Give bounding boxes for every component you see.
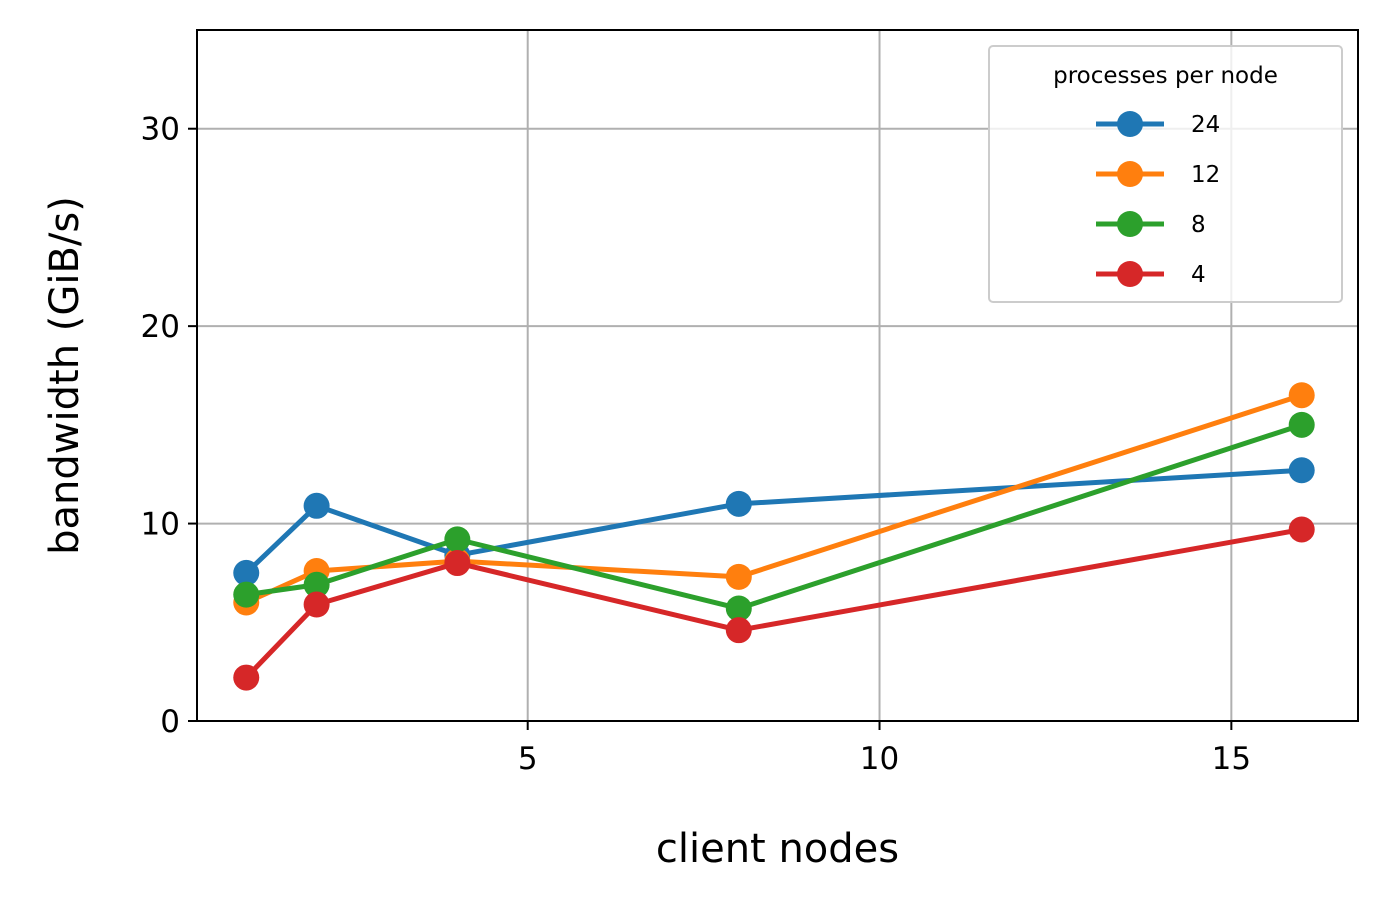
legend-item-12: 12 — [1096, 161, 1220, 188]
legend-marker-24 — [1117, 111, 1143, 137]
series-8 — [233, 411, 1315, 622]
series-layer — [233, 382, 1315, 691]
data-point-4 — [233, 664, 260, 691]
legend-label-24: 24 — [1191, 112, 1220, 138]
legend-label-8: 8 — [1191, 212, 1206, 238]
data-point-24 — [725, 490, 752, 517]
legend-item-24: 24 — [1096, 111, 1220, 138]
data-point-12 — [1288, 382, 1315, 409]
plot-frame — [196, 29, 1359, 722]
series-4 — [233, 516, 1315, 691]
x-tick-label: 10 — [860, 741, 899, 777]
x-axis-title: client nodes — [656, 826, 899, 872]
legend-items: 24 12 8 4 — [1096, 111, 1220, 288]
y-axis-title: bandwidth (GiB/s) — [42, 196, 88, 555]
y-tick-label: 10 — [141, 507, 180, 543]
data-point-4 — [1288, 516, 1315, 543]
x-tick-label: 15 — [1212, 741, 1251, 777]
legend-marker-4 — [1117, 261, 1143, 287]
y-tick-label: 20 — [141, 309, 180, 345]
data-point-8 — [303, 571, 330, 598]
y-tick-label: 30 — [141, 112, 180, 148]
axis-ticks: 5 10 15 0 10 20 30 — [141, 112, 1252, 777]
data-point-4 — [725, 617, 752, 644]
x-tick-label: 5 — [518, 741, 538, 777]
data-point-24 — [303, 492, 330, 519]
legend-item-8: 8 — [1096, 211, 1206, 238]
data-point-4 — [303, 591, 330, 618]
data-point-8 — [233, 581, 260, 608]
legend-item-4: 4 — [1096, 261, 1206, 288]
legend-label-4: 4 — [1191, 262, 1206, 288]
legend-marker-12 — [1117, 161, 1143, 187]
legend: processes per node 24 12 8 4 — [988, 45, 1343, 303]
data-point-24 — [1288, 457, 1315, 484]
legend-box — [988, 45, 1343, 303]
data-point-8 — [1288, 411, 1315, 438]
legend-label-12: 12 — [1191, 162, 1220, 188]
y-tick-label: 0 — [160, 704, 180, 740]
legend-title: processes per node — [1053, 63, 1278, 89]
data-point-8 — [444, 526, 471, 553]
legend-marker-8 — [1117, 211, 1143, 237]
data-point-8 — [725, 595, 752, 622]
data-point-24 — [233, 559, 260, 586]
data-point-4 — [444, 550, 471, 577]
data-point-12 — [725, 563, 752, 590]
